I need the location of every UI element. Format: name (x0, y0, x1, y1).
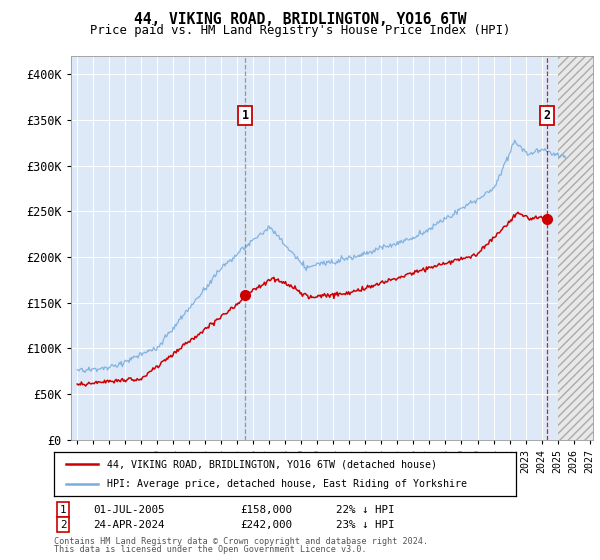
Text: 2: 2 (543, 109, 550, 122)
Text: Price paid vs. HM Land Registry's House Price Index (HPI): Price paid vs. HM Land Registry's House … (90, 24, 510, 37)
Text: Contains HM Land Registry data © Crown copyright and database right 2024.: Contains HM Land Registry data © Crown c… (54, 537, 428, 546)
Text: 1: 1 (60, 505, 66, 515)
Text: 01-JUL-2005: 01-JUL-2005 (93, 505, 164, 515)
Text: 1: 1 (242, 109, 249, 122)
Text: 44, VIKING ROAD, BRIDLINGTON, YO16 6TW (detached house): 44, VIKING ROAD, BRIDLINGTON, YO16 6TW (… (107, 459, 437, 469)
Text: 23% ↓ HPI: 23% ↓ HPI (336, 520, 395, 530)
Text: 2: 2 (60, 520, 66, 530)
Bar (557, 56, 593, 440)
Text: £242,000: £242,000 (240, 520, 292, 530)
Text: £158,000: £158,000 (240, 505, 292, 515)
Text: This data is licensed under the Open Government Licence v3.0.: This data is licensed under the Open Gov… (54, 545, 367, 554)
Bar (557, 56, 593, 440)
Text: 44, VIKING ROAD, BRIDLINGTON, YO16 6TW: 44, VIKING ROAD, BRIDLINGTON, YO16 6TW (134, 12, 466, 27)
Text: 24-APR-2024: 24-APR-2024 (93, 520, 164, 530)
Text: 22% ↓ HPI: 22% ↓ HPI (336, 505, 395, 515)
Text: HPI: Average price, detached house, East Riding of Yorkshire: HPI: Average price, detached house, East… (107, 479, 467, 489)
